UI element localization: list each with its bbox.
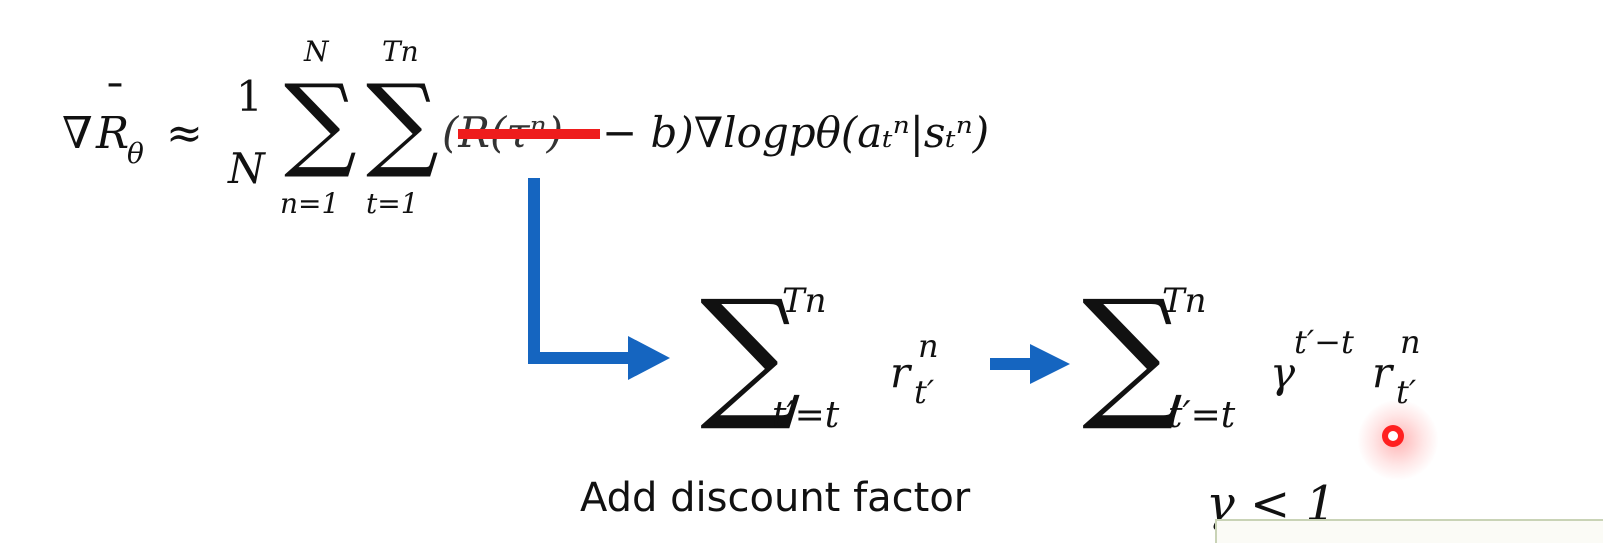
r-term-subscript: t′ xyxy=(914,373,935,411)
r-bar-overline: ¯ xyxy=(104,76,126,127)
r-term-superscript: n xyxy=(918,327,939,365)
pointer-cursor xyxy=(1382,425,1404,447)
nabla-symbol: ∇ xyxy=(62,108,93,159)
sum1-upper: N xyxy=(304,35,329,68)
gamma-factor: γ xyxy=(1270,348,1296,397)
sum3-lower: t′=t xyxy=(772,395,840,436)
sum3-upper: Tn xyxy=(782,281,827,321)
sum3-sigma: ∑ xyxy=(700,270,802,435)
sum4-upper: Tn xyxy=(1162,281,1207,321)
r-term: r xyxy=(890,348,911,397)
replace-arrow-shaft xyxy=(528,178,640,364)
sum2-upper: Tn xyxy=(382,35,419,68)
sum4-sigma: ∑ xyxy=(1082,270,1184,435)
fraction-numerator: 1 xyxy=(236,72,263,121)
sum4-lower: t′=t xyxy=(1168,395,1236,436)
approx-symbol: ≈ xyxy=(166,108,203,159)
r-bar-symbol: R xyxy=(96,108,130,159)
formula-rest: − b)∇logpθ(aₜⁿ|sₜⁿ) xyxy=(602,108,990,157)
sum1-sigma: ∑ xyxy=(284,63,357,182)
discounted-r-superscript: n xyxy=(1400,323,1421,361)
sum2-lower: t=1 xyxy=(366,187,419,220)
discounted-r-term: r xyxy=(1372,348,1393,397)
replace-arrow-head xyxy=(628,336,670,380)
gamma-exponent: t′−t xyxy=(1294,323,1354,361)
panel-edge xyxy=(1215,519,1603,543)
fraction-denominator: N xyxy=(228,144,265,193)
sum2-sigma: ∑ xyxy=(366,63,439,182)
next-arrow-head xyxy=(1030,344,1070,384)
theta-subscript: θ xyxy=(127,137,144,170)
sum1-lower: n=1 xyxy=(280,187,340,220)
discount-caption: Add discount factor xyxy=(580,475,971,521)
